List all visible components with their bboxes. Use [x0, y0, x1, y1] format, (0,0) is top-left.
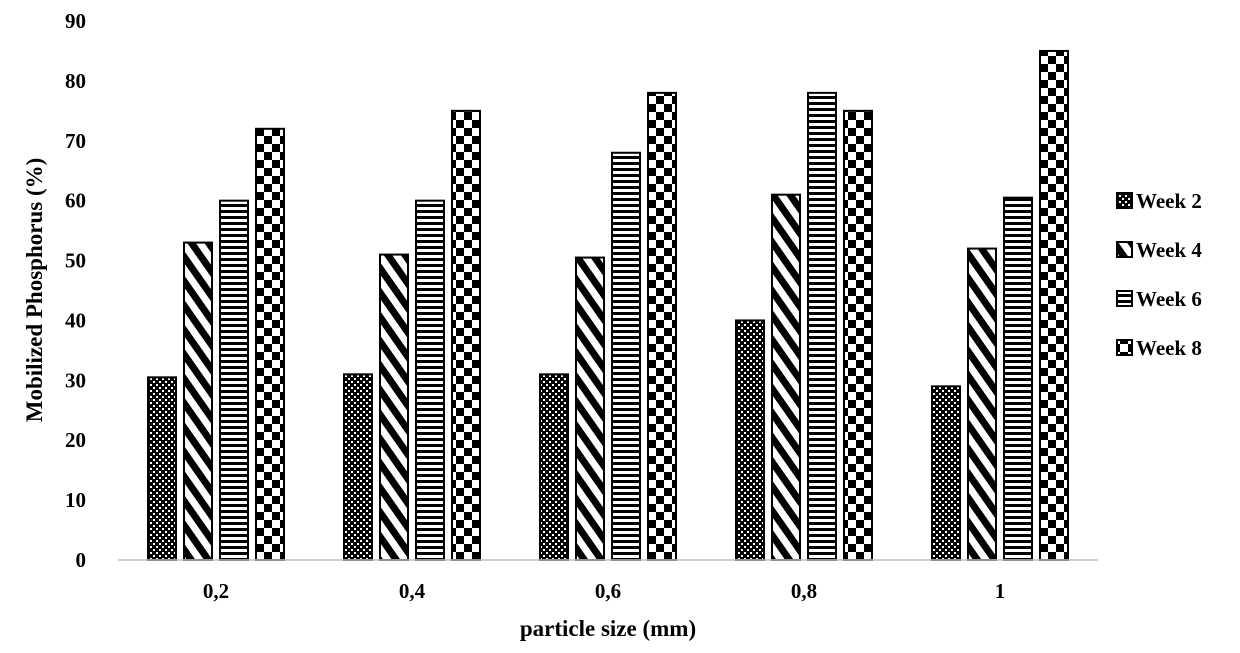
bar-week-2-0-4	[343, 373, 373, 561]
bar-week-8-0-6	[647, 91, 677, 561]
legend-swatch	[1116, 290, 1133, 307]
y-tick-label: 90	[65, 9, 86, 33]
bar-week-4-1	[967, 247, 997, 561]
y-tick-label: 40	[65, 308, 86, 332]
y-tick-label: 20	[65, 428, 86, 452]
legend-label: Week 8	[1136, 336, 1202, 360]
bar-week-8-0-4	[451, 109, 481, 561]
y-axis-title: Mobilized Phosphorus (%)	[22, 158, 47, 423]
x-tick-label: 0,6	[595, 579, 621, 603]
bar-week-4-0-8	[771, 193, 801, 562]
y-tick-label: 0	[76, 548, 87, 572]
bar-week-2-0-2	[147, 376, 177, 562]
bar-week-8-0-8	[843, 109, 873, 561]
bar-week-6-0-2	[219, 199, 249, 562]
bar-week-2-0-8	[735, 319, 765, 562]
x-axis-title: particle size (mm)	[520, 616, 696, 641]
bar-week-2-1	[931, 385, 961, 562]
bar-week-4-0-6	[575, 256, 605, 561]
bar-week-2-0-6	[539, 373, 569, 561]
y-axis-ticks: 0 10 20 30 40 50 60 70 80 90	[65, 9, 86, 572]
legend-swatch	[1116, 241, 1133, 258]
y-tick-label: 10	[65, 488, 86, 512]
bars	[147, 49, 1069, 562]
bar-week-6-0-6	[611, 151, 641, 561]
legend-label: Week 4	[1136, 238, 1202, 262]
x-tick-label: 0,8	[791, 579, 817, 603]
x-axis-ticks: 0,2 0,4 0,6 0,8 1	[203, 579, 1005, 603]
x-tick-label: 0,2	[203, 579, 229, 603]
legend-swatch	[1116, 339, 1133, 356]
legend: Week 2 Week 4 Week 6 Week 8	[1116, 189, 1202, 360]
y-tick-label: 70	[65, 129, 86, 153]
bar-week-8-1	[1039, 49, 1069, 561]
legend-label: Week 2	[1136, 189, 1202, 213]
x-tick-label: 0,4	[399, 579, 426, 603]
bar-week-4-0-4	[379, 253, 409, 561]
bar-week-6-0-8	[807, 91, 837, 561]
bar-week-8-0-2	[255, 127, 285, 562]
x-tick-label: 1	[995, 579, 1006, 603]
bar-week-6-1	[1003, 196, 1033, 562]
legend-label: Week 6	[1136, 287, 1202, 311]
y-tick-label: 30	[65, 368, 86, 392]
bar-week-6-0-4	[415, 199, 445, 562]
legend-swatch	[1116, 192, 1133, 209]
y-tick-label: 60	[65, 189, 86, 213]
bar-week-4-0-2	[183, 241, 213, 561]
y-tick-label: 50	[65, 249, 86, 273]
y-tick-label: 80	[65, 69, 86, 93]
